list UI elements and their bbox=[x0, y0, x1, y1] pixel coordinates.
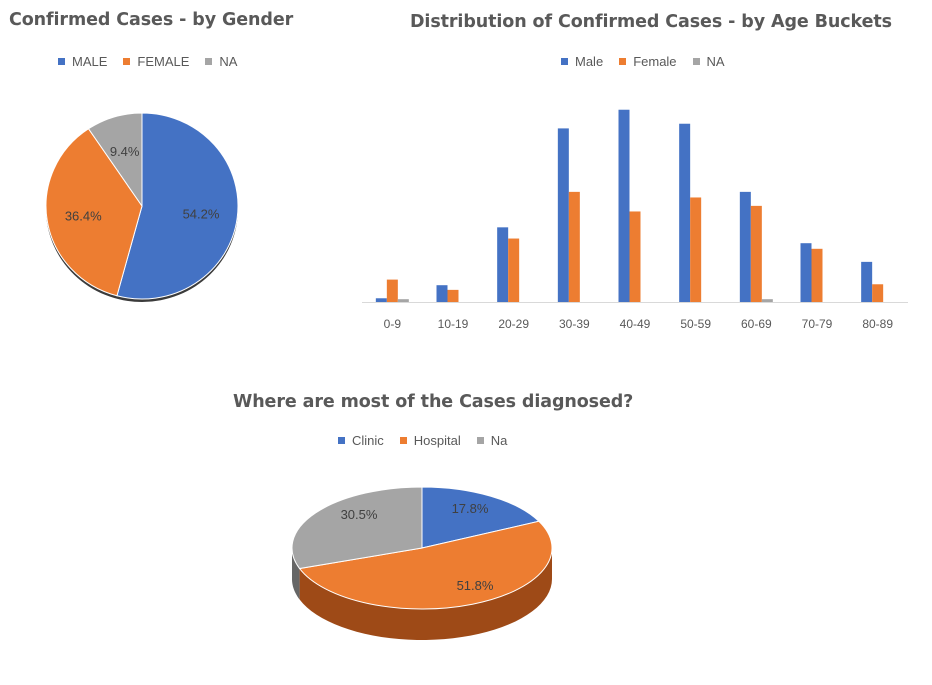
legend-item-male: MALE bbox=[58, 54, 107, 69]
gender-slice-male bbox=[116, 112, 239, 300]
location-slice-hospital bbox=[298, 520, 553, 610]
bar-male-80-89 bbox=[861, 261, 873, 302]
legend-label-hospital: Hospital bbox=[413, 433, 461, 448]
gender-data-label-na: 9.4% bbox=[110, 144, 140, 159]
legend-item-na-location: Na bbox=[476, 433, 508, 448]
bar-male-60-69 bbox=[739, 191, 751, 302]
gender-chart-title: Confirmed Cases - by Gender bbox=[9, 10, 294, 30]
legend-label-male-age: Male bbox=[575, 54, 604, 69]
age-tick-label-20-29: 20-29 bbox=[498, 317, 529, 331]
location-chart-title: Where are most of the Cases diagnosed? bbox=[233, 392, 634, 412]
legend-label-female-age: Female bbox=[633, 54, 677, 69]
gender-data-label-female: 36.4% bbox=[65, 208, 102, 223]
gender-chart-legend: MALE FEMALE NA bbox=[58, 54, 253, 69]
location-data-label-na: 30.5% bbox=[341, 507, 378, 522]
gender-slice-na bbox=[87, 112, 143, 208]
legend-swatch-na-location bbox=[476, 437, 484, 444]
bar-na-60-69 bbox=[761, 299, 773, 302]
age-tick-label-80-89: 80-89 bbox=[862, 317, 893, 331]
legend-item-clinic: Clinic bbox=[338, 433, 384, 448]
location-data-label-clinic: 17.8% bbox=[452, 501, 489, 516]
location-slice-na bbox=[291, 486, 423, 570]
bar-female-30-39 bbox=[568, 191, 580, 302]
age-tick-label-0-9: 0-9 bbox=[384, 317, 402, 331]
bar-na-0-9 bbox=[397, 299, 409, 302]
location-side-na bbox=[292, 548, 300, 600]
bar-female-70-79 bbox=[811, 248, 823, 302]
bar-male-50-59 bbox=[679, 123, 691, 302]
age-tick-label-40-49: 40-49 bbox=[620, 317, 651, 331]
bar-male-20-29 bbox=[497, 227, 509, 302]
legend-swatch-male-age bbox=[561, 58, 568, 65]
legend-item-female: FEMALE bbox=[123, 54, 189, 69]
legend-label-na: NA bbox=[219, 54, 238, 69]
bar-female-80-89 bbox=[872, 284, 884, 302]
legend-label-na-location: Na bbox=[490, 433, 508, 448]
legend-label-clinic: Clinic bbox=[352, 433, 384, 448]
legend-swatch-female-age bbox=[619, 58, 627, 65]
gender-slice-female bbox=[45, 128, 143, 297]
bar-female-0-9 bbox=[386, 279, 398, 302]
location-data-label-hospital: 51.8% bbox=[457, 578, 494, 593]
age-tick-label-30-39: 30-39 bbox=[559, 317, 590, 331]
bar-male-0-9 bbox=[375, 298, 387, 302]
bar-female-20-29 bbox=[508, 238, 520, 302]
legend-item-hospital: Hospital bbox=[399, 433, 461, 448]
legend-swatch-clinic bbox=[338, 437, 345, 444]
age-chart-title: Distribution of Confirmed Cases - by Age… bbox=[410, 12, 892, 32]
bar-female-50-59 bbox=[690, 197, 702, 302]
legend-item-female-age: Female bbox=[619, 54, 677, 69]
bar-male-10-19 bbox=[436, 285, 448, 302]
age-tick-label-10-19: 10-19 bbox=[438, 317, 469, 331]
legend-swatch-male bbox=[58, 58, 65, 65]
bar-female-40-49 bbox=[629, 211, 641, 302]
legend-label-male: MALE bbox=[72, 54, 108, 69]
age-tick-label-50-59: 50-59 bbox=[680, 317, 711, 331]
legend-swatch-hospital bbox=[399, 437, 407, 444]
bar-male-30-39 bbox=[557, 128, 569, 302]
bar-male-40-49 bbox=[618, 109, 630, 302]
legend-item-na: NA bbox=[205, 54, 237, 69]
bar-male-70-79 bbox=[800, 243, 812, 302]
legend-swatch-na-age bbox=[692, 58, 700, 65]
legend-swatch-na bbox=[205, 58, 213, 65]
age-chart-legend: Male Female NA bbox=[561, 54, 741, 69]
location-slice-clinic bbox=[421, 486, 540, 549]
age-tick-label-60-69: 60-69 bbox=[741, 317, 772, 331]
legend-swatch-female bbox=[123, 58, 131, 65]
age-tick-label-70-79: 70-79 bbox=[802, 317, 833, 331]
location-chart-legend: Clinic Hospital Na bbox=[338, 433, 523, 448]
legend-label-female: FEMALE bbox=[137, 54, 190, 69]
location-side-hospital bbox=[299, 548, 552, 640]
legend-label-na-age: NA bbox=[706, 54, 725, 69]
bar-female-10-19 bbox=[447, 289, 459, 302]
legend-item-male-age: Male bbox=[561, 54, 603, 69]
gender-data-label-male: 54.2% bbox=[183, 207, 220, 222]
bar-female-60-69 bbox=[750, 205, 762, 302]
legend-item-na-age: NA bbox=[692, 54, 725, 69]
